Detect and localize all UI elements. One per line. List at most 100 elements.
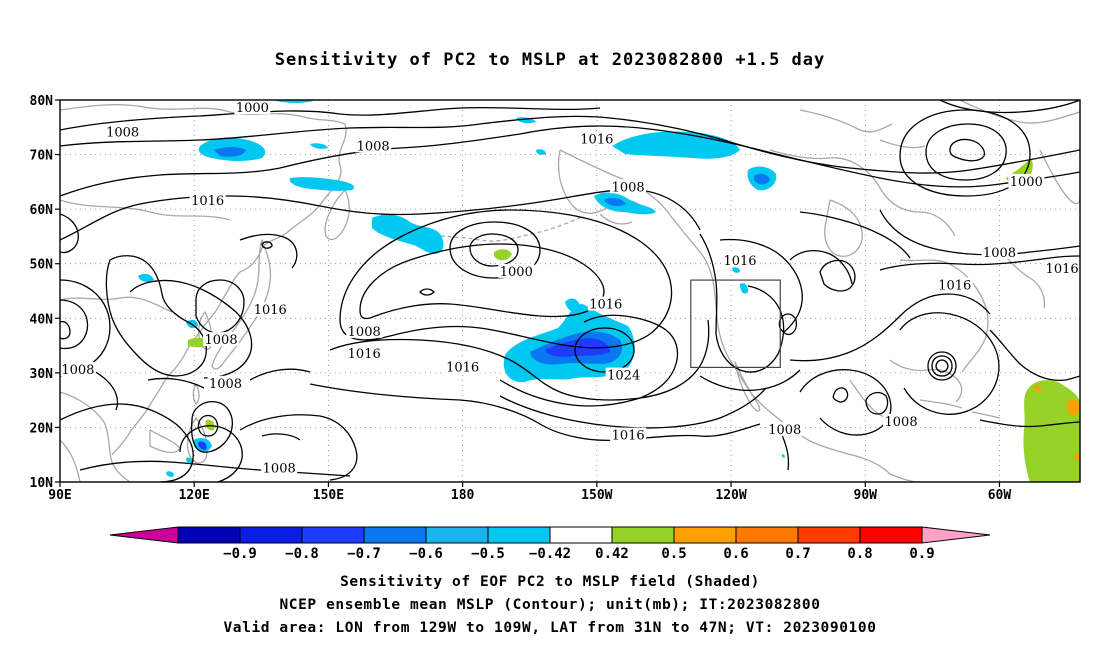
colorbar-segment: [735, 526, 799, 544]
contour-labels: 1000 1008 1008 1016 1008 1016 1000 1008 1016 1016…: [60, 100, 1080, 476]
contour-label-bg: [1008, 173, 1045, 188]
caption-line-3: Valid area: LON from 129W to 109W, LAT f…: [223, 620, 877, 636]
contour-label: 1016: [1046, 262, 1079, 277]
contour-label-bg: [207, 375, 244, 390]
negative-sensitivity-region: [740, 283, 748, 294]
contour-label-bg: [355, 138, 392, 153]
lat-tick-label: 60N: [30, 203, 54, 218]
negative-sensitivity-region: [186, 457, 193, 464]
colorbar-level-label: 0.6: [723, 546, 748, 562]
contour-label-bg: [936, 277, 973, 292]
lon-tick-label: 150E: [313, 488, 344, 503]
contour-label: 1016: [938, 279, 971, 294]
contour-label: 1008: [263, 461, 296, 476]
contour-label-bg: [722, 252, 758, 267]
contour-label: 1008: [885, 415, 918, 430]
lon-tick-label: 90W: [854, 488, 878, 503]
contour-label-bg: [104, 124, 141, 139]
lon-tick-label: 60W: [988, 488, 1012, 503]
caption-line-2: NCEP ensemble mean MSLP (Contour); unit(…: [279, 597, 821, 613]
contour-label: 1008: [209, 377, 242, 392]
colorbar-low-extension: [109, 526, 179, 544]
mslp-contours: [60, 100, 1080, 482]
colorbar-segment: [611, 526, 675, 544]
colorbar-segment: [239, 526, 303, 544]
negative-sensitivity-region: [310, 143, 328, 149]
contour-label-bg: [578, 131, 615, 146]
contour-label: 1024: [607, 369, 640, 384]
caption-line-1: Sensitivity of EOF PC2 to MSLP field (Sh…: [340, 574, 760, 590]
negative-sensitivity-core: [214, 147, 246, 157]
negative-sensitivity-region: [782, 454, 785, 458]
contour-label: 1008: [357, 139, 390, 154]
sensitivity-shading: [138, 100, 1080, 482]
negative-sensitivity-region: [138, 273, 154, 283]
colorbar-level-label: 0.9: [909, 546, 934, 562]
colorbar: −0.9 −0.8 −0.7 −0.6 −0.5 −0.42 0.42 0.5 0.6 0.7 0.…: [109, 526, 991, 562]
positive-sensitivity-strong: [1074, 453, 1080, 461]
contour-label-bg: [189, 192, 226, 207]
contour-label: 1008: [61, 363, 94, 378]
negative-sensitivity-region: [166, 471, 174, 477]
negative-sensitivity-core: [754, 173, 770, 185]
negative-sensitivity-region: [372, 214, 444, 254]
colorbar-segment: [797, 526, 861, 544]
colorbar-high-extension: [921, 526, 991, 544]
lon-tick-label: 120W: [715, 488, 746, 503]
contour-label: 1016: [446, 360, 479, 375]
colorbar-level-label: 0.7: [785, 546, 810, 562]
contour-label-bg: [261, 460, 298, 475]
valid-area-box: [690, 279, 781, 369]
contour-label-bg: [766, 422, 803, 437]
negative-sensitivity-core: [604, 197, 626, 207]
contour-label-bg: [883, 413, 920, 428]
contour-label: 1008: [768, 423, 801, 438]
colorbar-level-label: −0.6: [409, 546, 443, 562]
positive-sensitivity-region: [1023, 380, 1080, 482]
map-frame: [59, 99, 1081, 483]
contour-label: 1008: [205, 333, 238, 348]
lat-tick-label: 50N: [30, 258, 54, 273]
colorbar-segment: [363, 526, 427, 544]
positive-sensitivity-strong: [1034, 385, 1042, 391]
contour-label: 1000: [1010, 175, 1043, 190]
contour-label: 1008: [612, 180, 645, 195]
colorbar-level-label: −0.5: [471, 546, 505, 562]
contour-label: 1016: [191, 194, 224, 209]
negative-sensitivity-region: [536, 149, 546, 155]
contour-label-bg: [1044, 261, 1080, 276]
negative-sensitivity-region: [732, 267, 740, 273]
contour-label-bg: [444, 359, 481, 374]
lon-tick-label: 150W: [581, 488, 612, 503]
lat-tick-label: 20N: [30, 421, 54, 436]
contour-label-bg: [346, 323, 383, 338]
latitude-axis: 80N 70N 60N 50N 40N 30N 20N 10N: [30, 94, 60, 491]
positive-sensitivity-region: [494, 249, 512, 261]
contour-label-bg: [605, 367, 642, 382]
positive-sensitivity-strong: [1068, 400, 1080, 416]
lat-tick-label: 40N: [30, 312, 54, 327]
contour-label: 1016: [589, 298, 622, 313]
colorbar-level-label: 0.5: [661, 546, 686, 562]
colorbar-segment: [673, 526, 737, 544]
contour-label-bg: [346, 345, 383, 360]
colorbar-level-label: 0.8: [847, 546, 872, 562]
contour-label-bg: [203, 332, 240, 347]
contour-label-bg: [610, 179, 647, 194]
colorbar-segment: [859, 526, 923, 544]
lon-tick-label: 180: [451, 488, 475, 503]
colorbar-segment: [425, 526, 489, 544]
lon-tick-label: 90E: [48, 488, 71, 503]
colorbar-segment: [301, 526, 365, 544]
colorbar-level-label: −0.42: [529, 546, 571, 562]
negative-sensitivity-region: [289, 177, 355, 191]
contour-label: 1016: [723, 254, 756, 269]
colorbar-level-label: −0.7: [347, 546, 381, 562]
contour-label-bg: [587, 296, 624, 311]
colorbar-segment: [487, 526, 551, 544]
contour-label-bg: [60, 362, 96, 377]
map-title: Sensitivity of PC2 to MSLP at 2023082800…: [274, 50, 826, 70]
positive-sensitivity-region: [205, 419, 215, 431]
contour-label: 1016: [348, 347, 381, 362]
